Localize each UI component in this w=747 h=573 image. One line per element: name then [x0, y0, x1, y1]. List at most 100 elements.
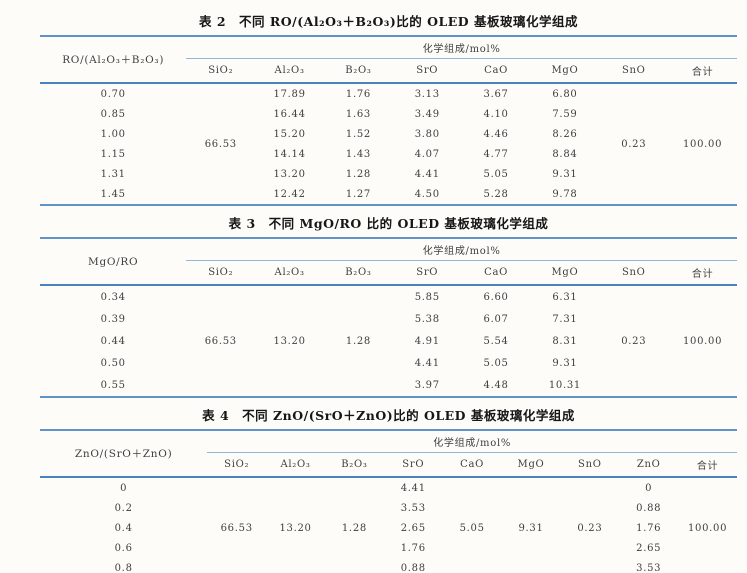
group-header: 化学组成/mol%	[186, 238, 737, 261]
row-ratio-value: 0.6	[114, 542, 133, 554]
column-header: SrO	[383, 452, 443, 478]
column-header: B₂O₃	[324, 452, 384, 478]
merged-value-cell: 0.23	[621, 138, 647, 150]
value-cell: 3.67	[483, 88, 509, 100]
merged-value-cell: 13.20	[273, 335, 306, 347]
value-cell: 3.53	[400, 502, 426, 514]
row-ratio-value: 1.45	[100, 188, 126, 200]
column-header: B₂O₃	[324, 58, 393, 84]
value-cell: 0.88	[636, 502, 662, 514]
value-cell: 4.48	[483, 379, 509, 391]
value-cell: 1.76	[400, 542, 426, 554]
value-cell: 16.44	[273, 108, 306, 120]
row-ratio-value: 0.39	[100, 313, 126, 325]
value-cell: 7.31	[552, 313, 578, 325]
value-cell: 12.42	[273, 188, 306, 200]
column-header: CaO	[442, 452, 502, 478]
value-cell: 5.05	[483, 357, 509, 369]
value-cell: 9.31	[552, 357, 578, 369]
table-row: 0.44 4.91 5.54 8.31	[40, 330, 737, 352]
group-header: 化学组成/mol%	[186, 36, 737, 59]
row-ratio-value: 1.31	[100, 168, 126, 180]
table-row: 1.00 15.20 1.52 3.80 4.46 8.26	[40, 124, 737, 144]
row-ratio-value: 0.44	[100, 335, 126, 347]
value-cell: 15.20	[273, 128, 306, 140]
merged-value-cell: 9.31	[518, 522, 544, 534]
row-ratio-value: 1.15	[100, 148, 126, 160]
value-cell: 7.59	[552, 108, 578, 120]
merged-value-cell: 0.23	[577, 522, 603, 534]
value-cell: 4.41	[414, 168, 440, 180]
value-cell: 1.43	[345, 148, 371, 160]
merged-value-cell: 5.05	[459, 522, 485, 534]
merged-value-cell: 13.20	[279, 522, 312, 534]
table-title: 表 3 不同 MgO/RO 比的 OLED 基板玻璃化学组成	[228, 216, 549, 231]
column-header: SnO	[599, 260, 669, 286]
merged-value-cell: 100.00	[682, 335, 723, 347]
table-title: 表 4 不同 ZnO/(SrO＋ZnO)比的 OLED 基板玻璃化学组成	[202, 408, 575, 423]
value-cell: 6.07	[483, 313, 509, 325]
value-cell: 3.13	[414, 88, 440, 100]
value-cell: 13.20	[273, 168, 306, 180]
value-cell: 8.84	[552, 148, 578, 160]
table-row: 0.85 16.44 1.63 3.49 4.10 7.59	[40, 104, 737, 124]
value-cell: 2.65	[636, 542, 662, 554]
column-header: SiO₂	[186, 58, 256, 84]
value-cell: 10.31	[548, 379, 581, 391]
value-cell: 5.05	[483, 168, 509, 180]
value-cell: 4.91	[414, 335, 440, 347]
table-4-block: 表 4 不同 ZnO/(SrO＋ZnO)比的 OLED 基板玻璃化学组成 ZnO…	[40, 398, 737, 573]
table-title: 表 2 不同 RO/(Al₂O₃＋B₂O₃)比的 OLED 基板玻璃化学组成	[198, 14, 578, 29]
table-3-block: 表 3 不同 MgO/RO 比的 OLED 基板玻璃化学组成 MgO/RO 化学组…	[40, 206, 737, 398]
value-cell: 4.07	[414, 148, 440, 160]
composition-table-ro-ratio: RO/(Al₂O₃＋B₂O₃) 化学组成/mol% SiO₂ Al₂O₃ B₂O₃ SrO…	[40, 35, 737, 206]
column-header: CaO	[461, 58, 531, 84]
column-header: MgO	[530, 58, 600, 84]
column-header: MgO	[501, 452, 561, 478]
table-row: 1.45 12.42 1.27 4.50 5.28 9.78	[40, 184, 737, 205]
row-ratio-value: 0.50	[100, 357, 126, 369]
value-cell: 0.88	[400, 562, 426, 573]
merged-value-cell: 1.28	[345, 335, 371, 347]
composition-table-zno-ratio: ZnO/(SrO＋ZnO) 化学组成/mol% SiO₂ Al₂O₃ B₂O₃ SrO Ca…	[40, 429, 737, 573]
column-header: SiO₂	[186, 260, 256, 286]
column-header: Al₂O₃	[255, 58, 325, 84]
stub-header: ZnO/(SrO＋ZnO)	[40, 430, 208, 478]
value-cell: 8.26	[552, 128, 578, 140]
table-row: 0.6 1.76 2.65	[40, 538, 737, 558]
value-cell: 1.76	[636, 522, 662, 534]
column-header: Al₂O₃	[255, 260, 325, 286]
composition-table-mgo-ro-ratio: MgO/RO 化学组成/mol% SiO₂ Al₂O₃ B₂O₃ SrO CaO MgO SnO…	[40, 237, 737, 398]
value-cell: 4.77	[483, 148, 509, 160]
table-row: 1.15 14.14 1.43 4.07 4.77 8.84	[40, 144, 737, 164]
value-cell: 3.49	[414, 108, 440, 120]
table-row: 0.55 3.97 4.48 10.31	[40, 374, 737, 397]
table-row: 1.31 13.20 1.28 4.41 5.05 9.31	[40, 164, 737, 184]
value-cell: 1.27	[345, 188, 371, 200]
column-header: B₂O₃	[324, 260, 393, 286]
merged-value-cell: 66.53	[204, 138, 237, 150]
value-cell: 6.80	[552, 88, 578, 100]
row-ratio-value: 1.00	[100, 128, 126, 140]
column-header: MgO	[530, 260, 600, 286]
merged-value-cell: 66.53	[220, 522, 253, 534]
row-ratio-value: 0.8	[114, 562, 133, 573]
value-cell: 2.65	[400, 522, 426, 534]
group-header: 化学组成/mol%	[207, 430, 737, 453]
merged-value-cell: 1.28	[341, 522, 367, 534]
value-cell: 6.60	[483, 291, 509, 303]
table-row: 0.8 0.88 3.53	[40, 558, 737, 573]
merged-value-cell: 100.00	[687, 522, 728, 534]
row-ratio-value: 0.70	[100, 88, 126, 100]
value-cell: 9.78	[552, 188, 578, 200]
stub-header: MgO/RO	[40, 238, 187, 286]
value-cell: 1.63	[345, 108, 371, 120]
column-header: SnO	[599, 58, 669, 84]
table-row: 0.70 66.53 17.89 1.76 3.13 3.67 6.80 0.23 100.00	[40, 83, 737, 150]
value-cell: 5.28	[483, 188, 509, 200]
value-cell: 1.52	[345, 128, 371, 140]
column-header: 合计	[668, 260, 737, 286]
value-cell: 4.46	[483, 128, 509, 140]
table-row: 0.39 5.38 6.07 7.31	[40, 308, 737, 330]
